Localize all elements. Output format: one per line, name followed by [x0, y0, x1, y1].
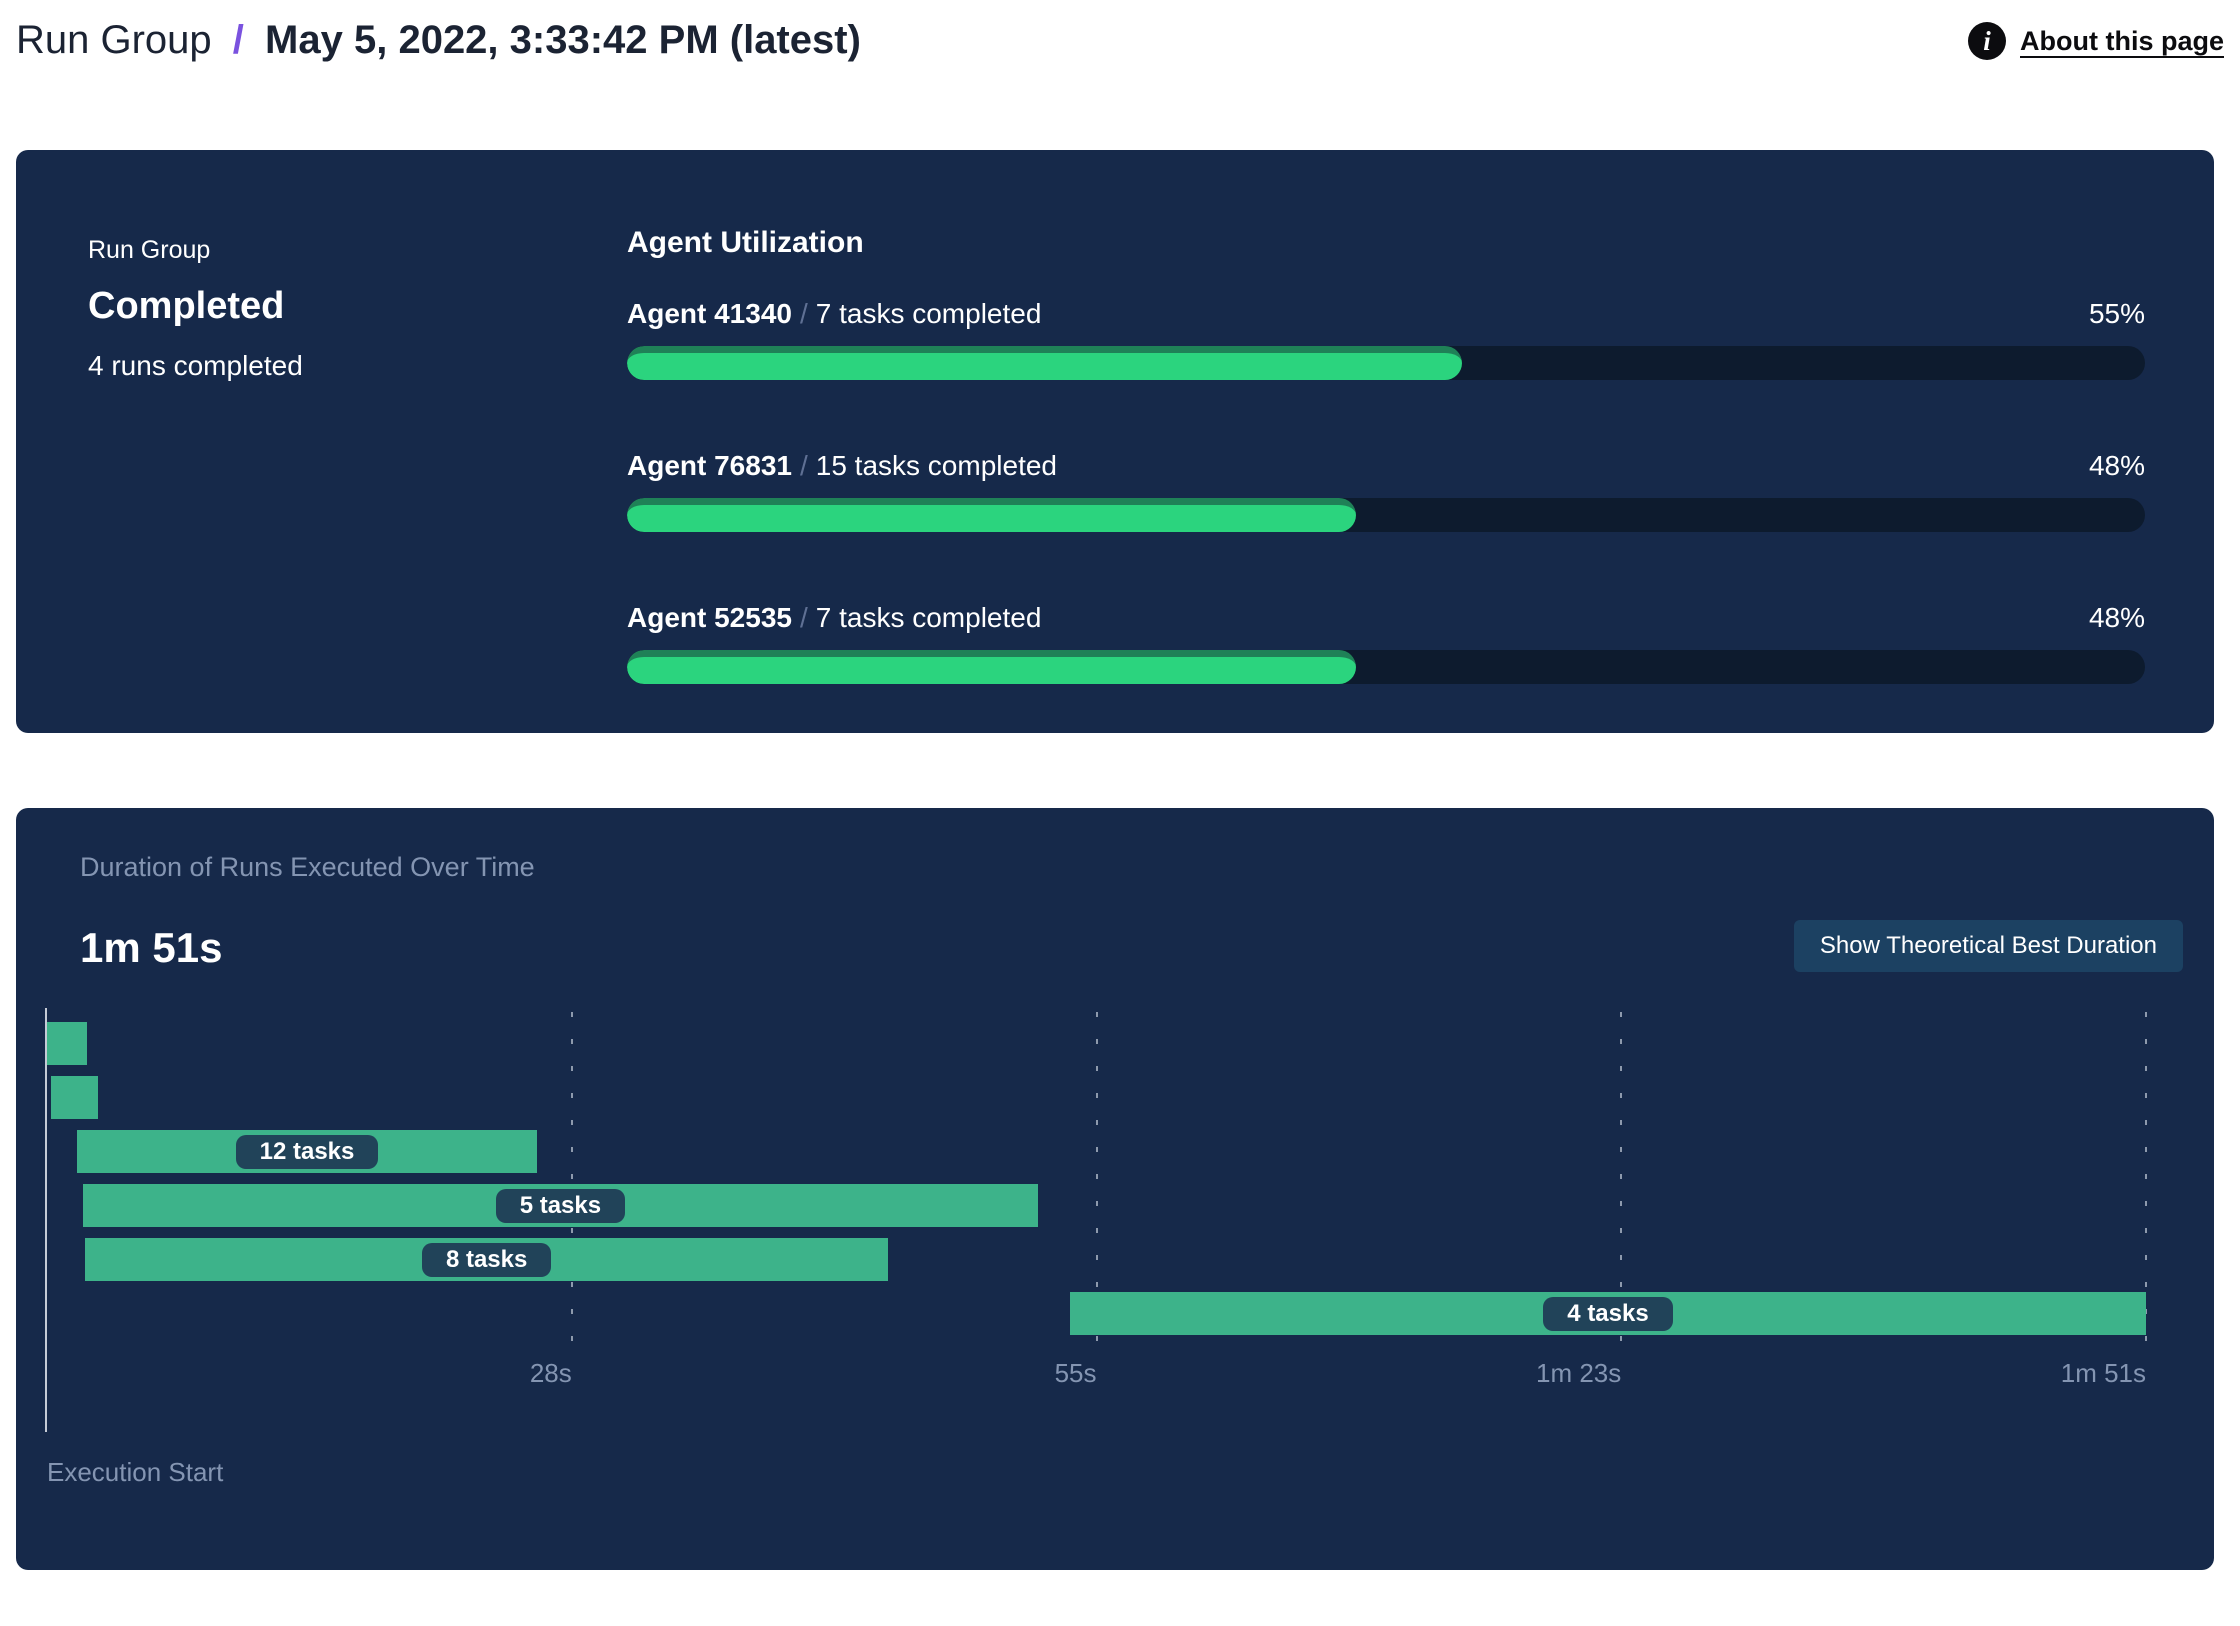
breadcrumb-separator: /	[232, 18, 244, 62]
agent-tasks-completed: 15 tasks completed	[815, 450, 1057, 481]
agent-separator: /	[799, 602, 808, 633]
breadcrumb-run-group[interactable]: Run Group	[16, 18, 212, 62]
agent-utilization-percent: 48%	[2088, 602, 2145, 633]
agent-utilization-percent: 55%	[2088, 298, 2145, 329]
run-bar-task-count-pill: 8 tasks	[421, 1242, 552, 1277]
gridline	[2145, 1012, 2147, 1352]
x-axis-tick-label: 55s	[1054, 1358, 1097, 1388]
agent-utilization-bar-track	[627, 650, 2145, 684]
run-bar[interactable]: 4 tasks	[1070, 1292, 2146, 1335]
x-axis-tick-label: 28s	[529, 1358, 572, 1388]
about-link-label[interactable]: About this page	[2020, 25, 2224, 56]
run-bar[interactable]	[47, 1022, 87, 1065]
run-group-summary: Run Group Completed 4 runs completed	[88, 236, 303, 382]
page-header: Run Group / May 5, 2022, 3:33:42 PM (lat…	[16, 8, 2224, 78]
agent-utilization-bar-fill	[627, 650, 1356, 684]
about-this-page-link[interactable]: i About this page	[1968, 22, 2224, 60]
run-bar-task-count-pill: 4 tasks	[1543, 1296, 1673, 1331]
run-group-status: Completed	[88, 285, 285, 327]
agent-label-group: Agent 52535/7 tasks completed	[627, 602, 1041, 634]
run-group-summary-panel: Run Group Completed 4 runs completed Age…	[16, 150, 2214, 733]
agent-utilization-bar-track	[627, 498, 2145, 532]
execution-start-label: Execution Start	[47, 1457, 224, 1487]
duration-chart-title: Duration of Runs Executed Over Time	[80, 852, 535, 882]
gridline	[1620, 1012, 1623, 1352]
agent-utilization-row: Agent 76831/15 tasks completed 48%	[627, 450, 2145, 532]
show-theoretical-best-duration-button[interactable]: Show Theoretical Best Duration	[1793, 920, 2183, 972]
x-axis-tick-label: 1m 23s	[1535, 1358, 1622, 1388]
agent-separator: /	[799, 298, 808, 329]
agent-utilization-section: Agent Utilization Agent 41340/7 tasks co…	[627, 226, 2145, 684]
agent-utilization-bar-track	[627, 346, 2145, 380]
duration-chart-panel: Duration of Runs Executed Over Time 1m 5…	[16, 808, 2214, 1570]
run-bar[interactable]: 5 tasks	[82, 1184, 1038, 1227]
y-axis-line	[45, 1008, 47, 1432]
agent-utilization-bar-fill	[627, 498, 1356, 532]
agent-label-group: Agent 76831/15 tasks completed	[627, 450, 1057, 482]
breadcrumb: Run Group / May 5, 2022, 3:33:42 PM (lat…	[16, 8, 2224, 72]
page-title: May 5, 2022, 3:33:42 PM (latest)	[265, 18, 861, 62]
agent-row-label: Agent 52535/7 tasks completed 48%	[627, 602, 2145, 634]
run-bar[interactable]: 8 tasks	[84, 1238, 889, 1281]
run-bar[interactable]: 12 tasks	[77, 1130, 537, 1173]
agent-tasks-completed: 7 tasks completed	[815, 602, 1042, 633]
gantt-chart: 12 tasks 5 tasks 8 tasks 4 tasks 28s 55s 1m 2…	[45, 1008, 2147, 1508]
agent-name: Agent 76831	[627, 450, 792, 481]
summary-label: Run Group	[88, 236, 211, 264]
agent-utilization-row: Agent 41340/7 tasks completed 55%	[627, 298, 2145, 380]
agent-row-label: Agent 76831/15 tasks completed 48%	[627, 450, 2145, 482]
agent-utilization-title: Agent Utilization	[627, 226, 864, 259]
agent-utilization-row: Agent 52535/7 tasks completed 48%	[627, 602, 2145, 684]
agent-separator: /	[799, 450, 808, 481]
agent-utilization-rows: Agent 41340/7 tasks completed 55% Agent 76…	[627, 298, 2145, 684]
run-bar-task-count-pill: 5 tasks	[495, 1188, 626, 1223]
agent-tasks-completed: 7 tasks completed	[815, 298, 1042, 329]
gridline	[570, 1012, 573, 1352]
run-bar-task-count-pill: 12 tasks	[235, 1134, 379, 1169]
info-icon: i	[1968, 22, 2006, 60]
agent-utilization-percent: 48%	[2088, 450, 2145, 481]
gridline	[1095, 1012, 1098, 1352]
agent-label-group: Agent 41340/7 tasks completed	[627, 298, 1041, 330]
agent-row-label: Agent 41340/7 tasks completed 55%	[627, 298, 2145, 330]
x-axis-tick-label: 1m 51s	[2060, 1358, 2146, 1388]
run-bar[interactable]	[50, 1076, 99, 1119]
agent-name: Agent 52535	[627, 602, 792, 633]
agent-utilization-bar-fill	[627, 346, 1462, 380]
total-duration-value: 1m 51s	[80, 924, 223, 971]
agent-name: Agent 41340	[627, 298, 792, 329]
runs-completed-count: 4 runs completed	[88, 350, 303, 381]
